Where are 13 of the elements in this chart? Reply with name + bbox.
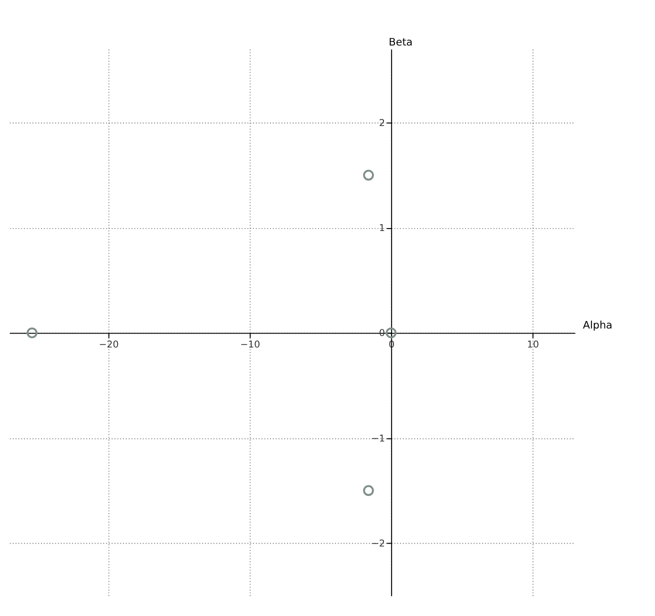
x-tick-label: −10 — [240, 339, 260, 350]
y-tick-label: −1 — [371, 433, 385, 444]
y-tick-label: 2 — [378, 118, 385, 129]
y-tick-label: −2 — [371, 538, 385, 550]
point — [363, 485, 374, 496]
x-tick-label: 10 — [526, 339, 539, 350]
y-tick-label: 1 — [378, 223, 385, 234]
point — [386, 327, 397, 338]
y-axis-title: Beta — [388, 36, 413, 49]
x-tick-label: −20 — [98, 339, 119, 350]
point — [363, 170, 374, 181]
x-axis-title: Alpha — [582, 320, 612, 332]
point — [26, 327, 38, 338]
